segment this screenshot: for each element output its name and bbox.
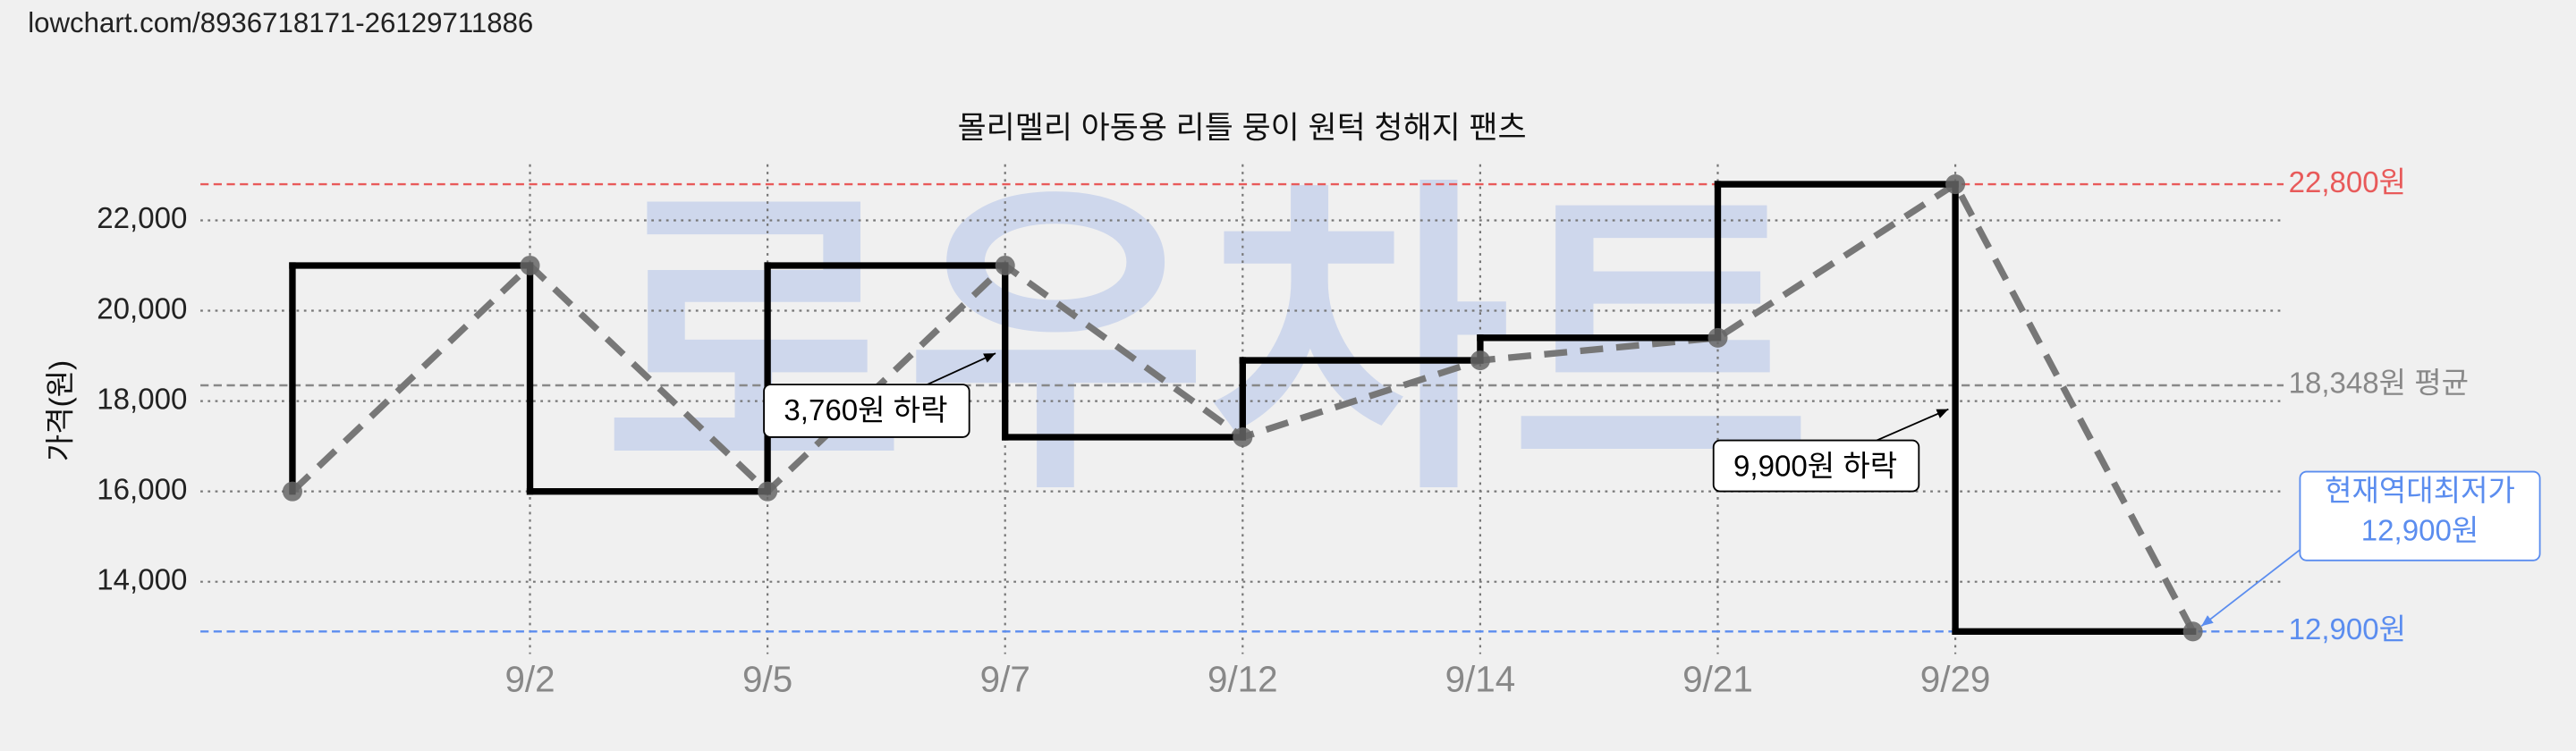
point bbox=[758, 481, 778, 502]
x-tick-label: 9/12 bbox=[1208, 658, 1278, 699]
x-tick-label: 9/5 bbox=[742, 658, 792, 699]
reference-label: 22,800원 bbox=[2289, 166, 2406, 199]
chart-title: 몰리멜리 아동용 리틀 뭉이 원턱 청해지 팬츠 bbox=[958, 110, 1527, 145]
url: lowchart.com/8936718171-26129711886 bbox=[28, 7, 533, 38]
point bbox=[995, 255, 1015, 276]
arrow bbox=[919, 352, 996, 389]
annotation-text: 12,900원 bbox=[2361, 514, 2479, 547]
arrow bbox=[2200, 546, 2304, 628]
arrow bbox=[1872, 408, 1949, 443]
annotation-box bbox=[2299, 470, 2541, 561]
x-tick-label: 9/7 bbox=[980, 658, 1030, 699]
point bbox=[2182, 621, 2203, 642]
y-tick-label: 18,000 bbox=[97, 383, 187, 416]
point bbox=[1233, 426, 1253, 448]
annotation-text: 현재역대최저가 bbox=[2325, 475, 2515, 508]
x-tick-label: 9/21 bbox=[1682, 658, 1753, 699]
annotation: 3,760원 하락 9,900원 하락 현재역대최저가 12,900원 bbox=[763, 352, 2541, 628]
watermark: 로우차트 bbox=[603, 159, 1812, 527]
x-tick-label: 9/14 bbox=[1445, 658, 1516, 699]
point bbox=[282, 481, 302, 502]
annotation-text: 3,760원 하락 bbox=[784, 394, 947, 427]
y-tick-label: 16,000 bbox=[97, 473, 187, 506]
x-tick-label: 9/2 bbox=[504, 658, 555, 699]
y-tick-label: 14,000 bbox=[97, 563, 187, 596]
y-axis-label: 가격(원) bbox=[45, 360, 78, 461]
point bbox=[1945, 174, 1966, 195]
point bbox=[1707, 327, 1728, 348]
x-tick-label: 9/29 bbox=[1920, 658, 1991, 699]
annotation-box bbox=[1712, 439, 1920, 493]
plot: 14,000 16,000 18,000 20,000 22,000 9/2 9/5 9/7 9… bbox=[97, 164, 2470, 699]
reference-label: 12,900원 bbox=[2289, 613, 2406, 646]
point bbox=[520, 255, 540, 276]
point bbox=[1470, 350, 1490, 371]
reference-label: 18,348원 평균 bbox=[2289, 367, 2470, 401]
annotation-box bbox=[763, 384, 970, 438]
y-tick-label: 22,000 bbox=[97, 202, 187, 235]
y-tick-label: 20,000 bbox=[97, 292, 187, 325]
annotation-text: 9,900원 하락 bbox=[1733, 451, 1897, 484]
